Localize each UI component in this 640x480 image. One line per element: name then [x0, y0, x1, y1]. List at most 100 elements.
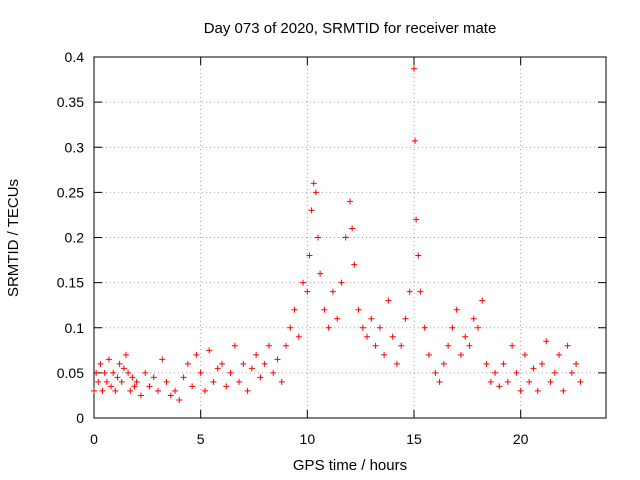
x-tick-label: 5	[197, 431, 205, 447]
x-tick-label: 20	[513, 431, 529, 447]
data-point	[526, 378, 533, 385]
data-point	[440, 360, 447, 367]
data-point	[500, 360, 507, 367]
data-point	[539, 360, 545, 367]
data-point	[159, 356, 166, 363]
y-tick-label: 0.1	[65, 320, 85, 336]
data-point	[261, 360, 268, 367]
data-point	[180, 374, 187, 381]
data-point	[236, 378, 243, 385]
data-point	[125, 369, 132, 376]
y-tick-label: 0.2	[65, 230, 85, 246]
data-point	[120, 365, 127, 372]
data-point	[398, 342, 405, 349]
data-point	[413, 216, 420, 223]
data-point	[210, 378, 217, 385]
data-point	[176, 396, 183, 403]
data-point	[564, 342, 571, 349]
data-point	[317, 270, 324, 277]
data-point	[496, 383, 503, 390]
y-tick-label: 0.4	[65, 49, 85, 65]
y-tick-label: 0.35	[57, 94, 84, 110]
data-point	[310, 180, 317, 187]
data-point	[312, 189, 319, 196]
data-point	[483, 360, 490, 367]
data-point	[116, 360, 123, 367]
data-point	[150, 374, 157, 381]
data-point	[568, 369, 575, 376]
data-point	[543, 338, 550, 345]
data-point	[453, 306, 460, 313]
data-point	[376, 324, 383, 331]
data-point	[315, 234, 321, 241]
data-point	[131, 383, 138, 390]
data-point	[110, 369, 117, 376]
data-point	[270, 369, 277, 376]
data-point	[556, 351, 563, 358]
data-point	[381, 351, 388, 358]
data-point	[219, 360, 225, 367]
data-point	[223, 383, 230, 390]
y-tick-label: 0.3	[65, 139, 85, 155]
data-point	[308, 207, 315, 214]
data-point	[417, 288, 424, 295]
data-point	[214, 365, 221, 372]
x-tick-label: 10	[300, 431, 316, 447]
data-point	[492, 369, 499, 376]
data-point	[193, 351, 200, 358]
data-point	[114, 374, 121, 381]
data-point	[300, 279, 307, 286]
data-point	[101, 369, 108, 376]
grid-layer	[94, 57, 606, 418]
data-point	[385, 297, 392, 304]
data-point	[127, 387, 134, 394]
data-point	[123, 351, 129, 358]
data-point	[470, 315, 477, 322]
points-layer	[91, 65, 584, 403]
data-point	[547, 378, 554, 385]
data-point	[415, 252, 422, 259]
data-point	[99, 387, 106, 394]
data-point	[534, 387, 541, 394]
data-point	[513, 369, 520, 376]
data-point	[278, 378, 285, 385]
data-point	[457, 351, 464, 358]
chart-title: Day 073 of 2020, SRMTID for receiver mat…	[204, 20, 497, 37]
data-point	[103, 378, 110, 385]
data-point	[402, 315, 409, 322]
data-point	[412, 137, 419, 144]
data-point	[189, 383, 196, 390]
data-point	[274, 356, 281, 363]
data-point	[197, 369, 204, 376]
data-point	[449, 324, 456, 331]
data-point	[155, 387, 161, 394]
data-point	[432, 369, 439, 376]
data-point	[466, 342, 473, 349]
data-point	[105, 356, 112, 363]
data-point	[283, 342, 289, 349]
data-point	[389, 333, 396, 340]
data-point	[436, 378, 443, 385]
data-point	[504, 378, 511, 385]
data-point	[287, 324, 294, 331]
data-point	[479, 297, 486, 304]
data-point	[93, 369, 100, 376]
data-point	[445, 342, 452, 349]
data-point	[172, 387, 179, 394]
data-point	[573, 360, 580, 367]
data-point	[530, 365, 537, 372]
data-point	[112, 387, 119, 394]
data-point	[425, 351, 432, 358]
y-tick-label: 0.25	[57, 184, 84, 200]
data-point	[393, 360, 400, 367]
data-point	[338, 279, 345, 286]
data-point	[475, 324, 481, 331]
x-tick-label: 15	[406, 431, 422, 447]
data-point	[142, 369, 149, 376]
data-point	[306, 252, 313, 259]
data-point	[231, 342, 238, 349]
data-point	[248, 365, 255, 372]
data-point	[91, 387, 97, 394]
data-point	[137, 392, 144, 399]
